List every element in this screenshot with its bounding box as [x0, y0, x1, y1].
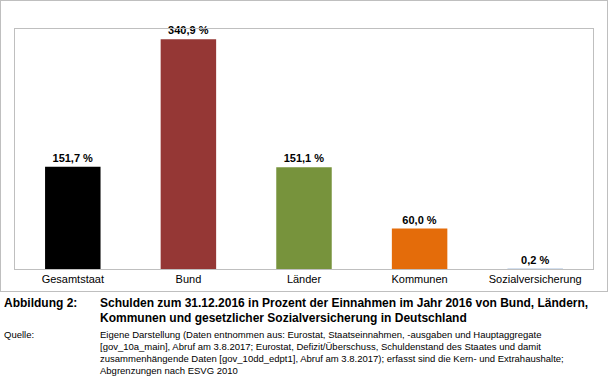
- svg-text:Gesamtstaat: Gesamtstaat: [42, 273, 104, 285]
- html-text:Eigene Darstellung (Daten entn: Eigene Darstellung (Daten entnommen aus:…: [100, 329, 564, 376]
- html-text:Quelle:: Quelle:: [4, 329, 35, 340]
- svg-text:Bund: Bund: [176, 273, 202, 285]
- svg-text:Sozialversicherung: Sozialversicherung: [489, 273, 582, 285]
- svg-text:340,9 %: 340,9 %: [168, 24, 209, 36]
- svg-text:Kommunen: Kommunen: [391, 273, 447, 285]
- svg-text:Länder: Länder: [287, 273, 322, 285]
- html-text:Abbildung 2:: Abbildung 2:: [4, 296, 78, 310]
- svg-text:151,1 %: 151,1 %: [284, 152, 325, 164]
- svg-text:60,0 %: 60,0 %: [402, 214, 436, 226]
- svg-text:0,2 %: 0,2 %: [521, 254, 549, 266]
- html-text:Schulden zum 31.12.2016 in Pro: Schulden zum 31.12.2016 in Prozent der E…: [100, 296, 589, 325]
- svg-text:151,7 %: 151,7 %: [53, 152, 94, 164]
